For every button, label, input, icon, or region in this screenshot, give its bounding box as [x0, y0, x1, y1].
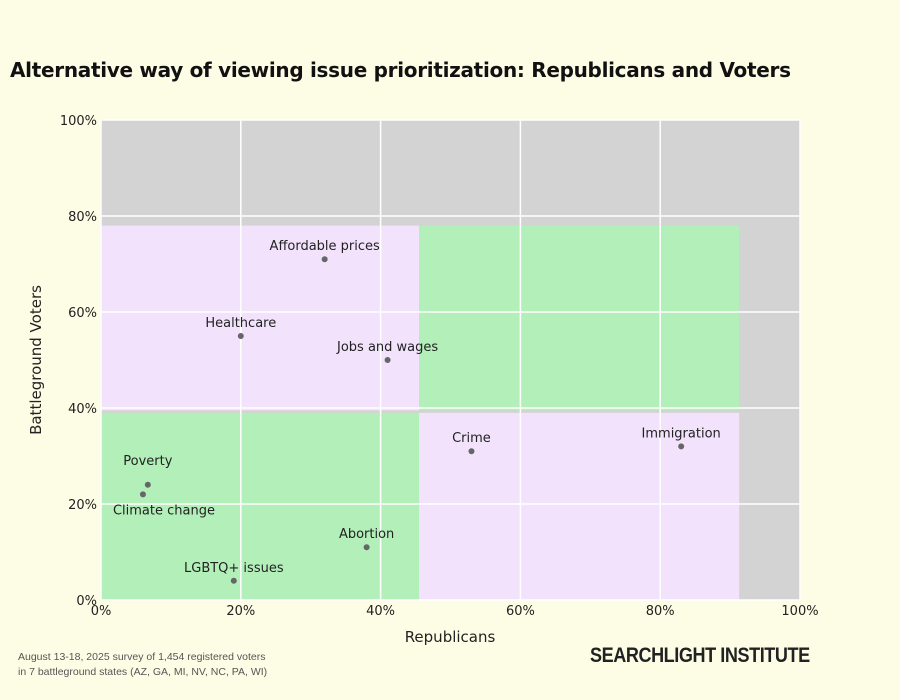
point-label: Abortion — [339, 527, 394, 542]
y-tick-label: 0% — [76, 594, 97, 609]
data-point[interactable]: Immigration — [642, 426, 721, 450]
y-tick-label: 60% — [68, 306, 97, 321]
x-axis-label: Republicans — [405, 628, 496, 646]
region-top-left — [101, 225, 420, 411]
data-point[interactable]: Abortion — [339, 527, 394, 551]
point-marker[interactable] — [230, 577, 237, 584]
y-axis-label: Battleground Voters — [27, 285, 45, 435]
point-marker[interactable] — [468, 448, 475, 455]
point-label: Crime — [452, 431, 491, 446]
source-line-2: in 7 battleground states (AZ, GA, MI, NV… — [18, 666, 268, 678]
chart-title: Alternative way of viewing issue priorit… — [10, 58, 791, 82]
point-label: Affordable prices — [270, 239, 380, 254]
data-point[interactable]: Crime — [452, 431, 491, 455]
y-tick-label: 100% — [60, 114, 97, 129]
data-point[interactable]: LGBTQ+ issues — [184, 561, 284, 584]
data-point[interactable]: Poverty — [123, 454, 173, 488]
point-label: Immigration — [642, 426, 721, 441]
region-top-right — [419, 225, 740, 411]
data-point[interactable]: Affordable prices — [270, 239, 380, 263]
data-point[interactable]: Climate change — [113, 491, 215, 518]
point-marker[interactable] — [321, 256, 328, 263]
point-marker[interactable] — [384, 357, 391, 363]
data-point[interactable]: Jobs and wages — [336, 340, 438, 363]
data-point[interactable]: Healthcare — [205, 316, 276, 339]
y-tick-label: 40% — [68, 402, 97, 417]
brand-logo: SEARCHLIGHT INSTITUTE — [590, 644, 810, 667]
source-note: August 13-18, 2025 survey of 1,454 regis… — [18, 650, 267, 680]
y-tick-label: 20% — [68, 498, 97, 513]
x-tick-label: 80% — [646, 604, 675, 619]
point-label: Poverty — [123, 454, 172, 469]
x-tick-label: 0% — [91, 604, 112, 619]
x-tick-label: 40% — [366, 604, 395, 619]
point-marker[interactable] — [139, 491, 146, 498]
point-label: Jobs and wages — [336, 340, 438, 355]
point-label: Climate change — [113, 503, 215, 518]
point-marker[interactable] — [144, 481, 151, 488]
source-line-1: August 13-18, 2025 survey of 1,454 regis… — [18, 651, 266, 663]
point-label: Healthcare — [205, 316, 276, 331]
point-marker[interactable] — [678, 443, 685, 450]
y-tick-label: 80% — [68, 210, 97, 225]
region-bottom-left — [101, 412, 420, 600]
x-tick-label: 20% — [226, 604, 255, 619]
x-tick-label: 100% — [781, 604, 818, 619]
x-tick-label: 60% — [506, 604, 535, 619]
point-marker[interactable] — [363, 544, 370, 551]
region-bottom-right — [419, 412, 740, 600]
point-marker[interactable] — [237, 333, 244, 339]
point-label: LGBTQ+ issues — [184, 561, 284, 576]
